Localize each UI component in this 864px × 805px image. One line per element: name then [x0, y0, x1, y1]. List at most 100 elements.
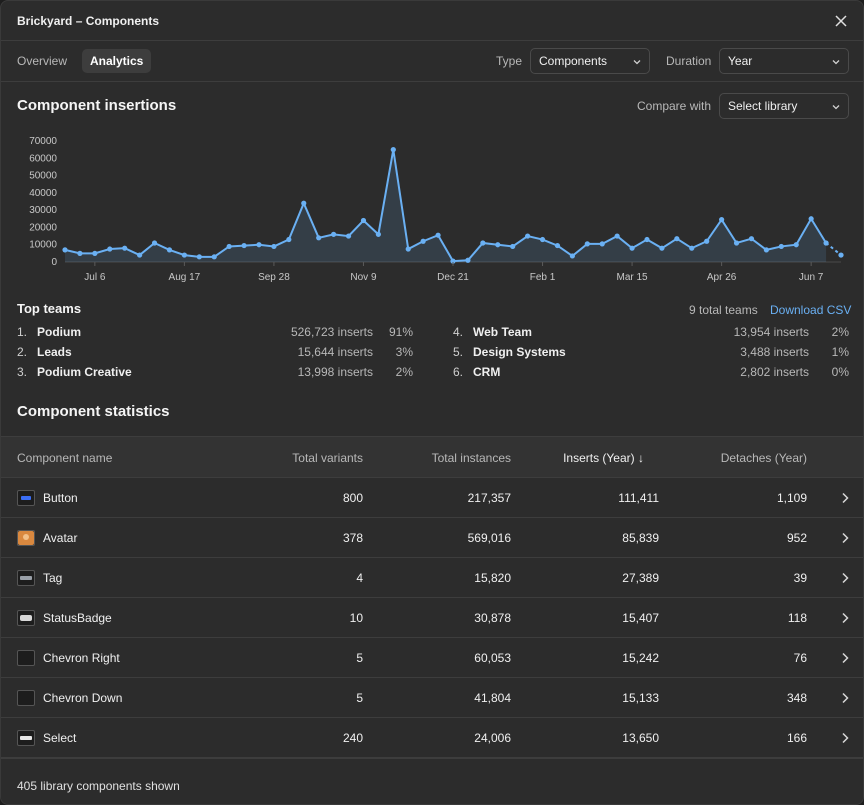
team-rank: 5.: [453, 345, 464, 359]
data-point[interactable]: [704, 238, 710, 244]
download-csv-link[interactable]: Download CSV: [770, 303, 852, 317]
col-total-variants[interactable]: Total variants: [292, 451, 363, 465]
data-point[interactable]: [554, 242, 561, 249]
data-point[interactable]: [778, 243, 784, 250]
team-name: CRM: [473, 365, 501, 379]
data-point[interactable]: [733, 240, 740, 246]
components-shown-count: 405 library components shown: [17, 779, 180, 793]
table-row[interactable]: Avatar 378 569,016 85,839 952: [1, 518, 863, 558]
data-point[interactable]: [122, 245, 128, 251]
chevron-right-icon[interactable]: [841, 652, 849, 664]
data-point[interactable]: [495, 242, 501, 248]
table-row[interactable]: Chevron Down 5 41,804 15,133 348: [1, 678, 863, 718]
team-rank: 6.: [453, 365, 464, 379]
data-point[interactable]: [838, 252, 844, 258]
data-point[interactable]: [256, 242, 262, 248]
duration-select-value: Year: [728, 54, 753, 68]
tab-analytics[interactable]: Analytics: [82, 49, 152, 73]
data-point[interactable]: [286, 236, 292, 243]
sort-desc-icon: ↓: [638, 451, 644, 465]
data-point[interactable]: [808, 216, 814, 222]
component-thumbnail: [17, 650, 35, 666]
col-total-instances[interactable]: Total instances: [431, 451, 511, 465]
data-point[interactable]: [196, 254, 202, 260]
data-point[interactable]: [450, 258, 456, 264]
team-percent: 2%: [395, 365, 413, 379]
data-point[interactable]: [674, 236, 680, 242]
data-point[interactable]: [137, 252, 143, 258]
data-point[interactable]: [793, 242, 799, 248]
table-row[interactable]: Tag 4 15,820 27,389 39: [1, 558, 863, 598]
data-point[interactable]: [599, 241, 605, 247]
data-point[interactable]: [211, 254, 217, 260]
data-point[interactable]: [584, 241, 590, 247]
tab-overview[interactable]: Overview: [17, 54, 68, 68]
data-point[interactable]: [480, 240, 486, 246]
data-point[interactable]: [659, 245, 665, 251]
data-point[interactable]: [360, 217, 367, 224]
col-component-name[interactable]: Component name: [17, 451, 113, 465]
data-point[interactable]: [271, 243, 277, 250]
data-point[interactable]: [77, 250, 83, 256]
data-point[interactable]: [539, 236, 546, 243]
data-point[interactable]: [316, 235, 322, 241]
table-row[interactable]: StatusBadge 10 30,878 15,407 118: [1, 598, 863, 638]
data-point[interactable]: [644, 236, 650, 243]
data-point[interactable]: [719, 217, 725, 223]
team-name: Design Systems: [473, 345, 566, 359]
data-point[interactable]: [181, 252, 187, 258]
data-point[interactable]: [748, 236, 755, 242]
tab-bar: Overview Analytics Type Components Durat…: [1, 41, 863, 82]
table-row[interactable]: Chevron Right 5 60,053 15,242 76: [1, 638, 863, 678]
data-point[interactable]: [569, 253, 575, 259]
component-thumbnail: [17, 610, 35, 626]
team-name: Podium: [37, 325, 81, 339]
team-row: 4. Web Team 13,954 inserts 2%: [453, 325, 849, 341]
data-point[interactable]: [166, 247, 173, 253]
team-row: 1. Podium 526,723 inserts 91%: [17, 325, 413, 341]
data-point[interactable]: [390, 147, 396, 153]
compare-library-select[interactable]: Select library: [719, 93, 849, 119]
data-point[interactable]: [92, 250, 98, 256]
data-point[interactable]: [301, 200, 307, 206]
data-point[interactable]: [763, 247, 769, 253]
duration-select[interactable]: Year: [719, 48, 849, 74]
col-inserts-year[interactable]: Inserts (Year) ↓: [563, 451, 644, 465]
data-point[interactable]: [510, 243, 516, 250]
chevron-down-icon: [832, 105, 840, 110]
table-row[interactable]: Button 800 217,357 111,411 1,109: [1, 478, 863, 518]
data-point[interactable]: [823, 240, 829, 246]
chevron-right-icon[interactable]: [841, 612, 849, 624]
data-point[interactable]: [151, 240, 158, 246]
compare-select-value: Select library: [728, 99, 798, 113]
data-point[interactable]: [345, 233, 352, 239]
data-point[interactable]: [331, 231, 337, 237]
chevron-right-icon[interactable]: [841, 492, 849, 504]
col-detaches-year[interactable]: Detaches (Year): [720, 451, 807, 465]
data-point[interactable]: [62, 247, 68, 253]
type-select[interactable]: Components: [530, 48, 650, 74]
data-point[interactable]: [241, 242, 247, 249]
data-point[interactable]: [689, 245, 695, 251]
team-name: Leads: [37, 345, 72, 359]
data-point[interactable]: [405, 246, 411, 252]
data-point[interactable]: [107, 246, 113, 252]
y-tick-label: 0: [51, 257, 57, 268]
team-percent: 91%: [388, 325, 413, 339]
close-icon[interactable]: [833, 13, 849, 29]
chevron-right-icon[interactable]: [841, 572, 849, 584]
chevron-right-icon[interactable]: [841, 532, 849, 544]
chevron-right-icon[interactable]: [841, 692, 849, 704]
data-point[interactable]: [375, 231, 381, 237]
area-fill: [65, 149, 827, 262]
inserts-year: 15,242: [622, 651, 659, 665]
data-point[interactable]: [435, 232, 441, 238]
data-point[interactable]: [465, 257, 471, 263]
chevron-right-icon[interactable]: [841, 732, 849, 744]
data-point[interactable]: [525, 233, 531, 239]
data-point[interactable]: [420, 238, 426, 244]
table-row[interactable]: Select 240 24,006 13,650 166: [1, 718, 863, 758]
data-point[interactable]: [614, 233, 620, 239]
data-point[interactable]: [629, 245, 635, 251]
data-point[interactable]: [226, 243, 232, 250]
